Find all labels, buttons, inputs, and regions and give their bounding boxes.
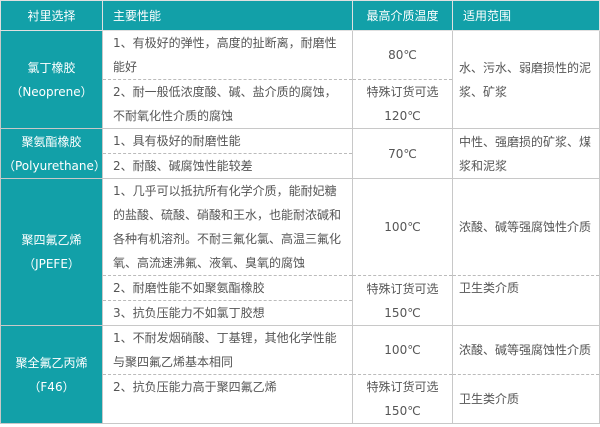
property: 1、具有极好的耐磨性能 <box>102 128 353 154</box>
property: 1、有极好的弹性，高度的扯断离，耐磨性能好 <box>102 30 353 80</box>
property: 2、耐一般低浓度酸、碱、盐介质的腐蚀，不耐氧化性介质的腐蚀 <box>102 79 353 129</box>
temperature: 70℃ <box>352 128 453 179</box>
application: 浓酸、碱等强腐蚀性介质 <box>452 325 600 375</box>
temperature: 100℃ <box>352 178 453 276</box>
property: 1、不耐发烟硝酸、丁基锂，其他化学性能与聚四氟乙烯基本相同 <box>102 325 353 375</box>
table-row: 氯丁橡胶 （Neoprene） 1、有极好的弹性，高度的扯断离，耐磨性能好 80℃… <box>0 30 600 129</box>
temperature: 100℃ <box>352 325 453 375</box>
property: 2、耐酸、碱腐蚀性能较差 <box>102 153 353 179</box>
temperature-special: 特殊订货可选 120℃ <box>352 79 453 129</box>
application: 卫生类介质 <box>452 374 600 424</box>
header-properties: 主要性能 <box>102 0 353 31</box>
temperature-value: 150℃ <box>384 404 421 418</box>
lining-name: 聚四氟乙烯 （JPEFE） <box>0 178 103 326</box>
lining-code: （F46） <box>28 379 75 394</box>
header-application: 适用范围 <box>452 0 600 31</box>
table-row: 2、耐磨性能不如聚氨酯橡胶 特殊订货可选 150℃ 卫生类介质 <box>1 275 600 326</box>
header-max-temp: 最高介质温度 <box>352 0 453 31</box>
property: 1、几乎可以抵抗所有化学介质，能耐妃糖的盐酸、硫酸、硝酸和王水，也能耐浓碱和各种… <box>102 178 353 276</box>
table-row: 聚四氟乙烯 （JPEFE） 1、几乎可以抵抗所有化学介质，能耐妃糖的盐酸、硫酸、硝… <box>0 178 600 326</box>
lining-name: 聚全氟乙丙烯 （F46） <box>0 325 103 424</box>
property: 2、耐磨性能不如聚氨酯橡胶 <box>102 275 353 301</box>
lining-name-cn: 聚全氟乙丙烯 <box>15 355 88 370</box>
table-row: 聚氨酯橡胶 （Polyurethane） 1、具有极好的耐磨性能 70℃ 中性、强… <box>0 128 600 179</box>
application: 卫生类介质 <box>452 275 600 326</box>
header-lining: 衬里选择 <box>0 0 103 31</box>
table-row: 2、耐一般低浓度酸、碱、盐介质的腐蚀，不耐氧化性介质的腐蚀 特殊订货可选 120℃ <box>1 79 600 129</box>
special-order: 特殊订货可选 <box>366 281 439 296</box>
lining-name: 氯丁橡胶 （Neoprene） <box>0 30 103 129</box>
lining-code: （JPEFE） <box>23 257 80 271</box>
lining-name: 聚氨酯橡胶 （Polyurethane） <box>0 128 106 179</box>
application: 水、污水、弱磨损性的泥浆、矿浆 <box>452 30 600 129</box>
lining-name-cn: 聚氨酯橡胶 <box>21 134 82 149</box>
temperature-value: 120℃ <box>384 109 421 123</box>
lining-code: （Polyurethane） <box>3 158 106 173</box>
special-order: 特殊订货可选 <box>366 380 439 394</box>
lining-name-cn: 氯丁橡胶 <box>27 60 76 75</box>
lining-code: （Neoprene） <box>10 84 93 99</box>
application: 浓酸、碱等强腐蚀性介质 <box>452 178 600 276</box>
special-order: 特殊订货可选 <box>366 85 439 99</box>
temperature-value: 150℃ <box>384 305 421 320</box>
table-row: 2、抗负压能力高于聚四氟乙烯 特殊订货可选 150℃ 卫生类介质 <box>1 374 600 424</box>
application: 中性、强磨损的矿浆、煤浆和泥浆 <box>452 128 600 179</box>
header-row: 衬里选择 主要性能 最高介质温度 适用范围 <box>0 0 600 31</box>
table-row: 3、抗负压能力不如氯丁胶想 <box>1 300 600 326</box>
lining-name-cn: 聚四氟乙烯 <box>21 233 82 247</box>
table-row: 聚全氟乙丙烯 （F46） 1、不耐发烟硝酸、丁基锂，其他化学性能与聚四氟乙烯基本相… <box>0 325 600 424</box>
temperature: 80℃ <box>352 30 453 80</box>
temperature-special: 特殊订货可选 150℃ <box>352 374 453 424</box>
property: 2、抗负压能力高于聚四氟乙烯 <box>102 374 353 424</box>
temperature-special: 特殊订货可选 150℃ <box>352 275 453 326</box>
property: 3、抗负压能力不如氯丁胶想 <box>102 300 353 326</box>
